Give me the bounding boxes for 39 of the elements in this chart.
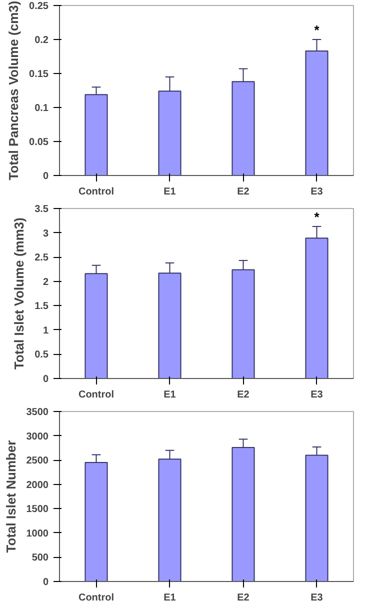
y-tick-label: 2000 (26, 480, 49, 491)
y-tick-label: 0 (42, 577, 49, 588)
y-tick-label: 3.5 (34, 204, 49, 215)
annotation: * (314, 22, 320, 38)
y-tick-label: 0.1 (34, 103, 49, 114)
y-tick-label: 0.05 (29, 137, 49, 148)
y-tick-label: 3 (42, 228, 49, 240)
x-tick-label: E3 (310, 186, 324, 198)
y-axis-title: Total Islet Number (3, 440, 18, 553)
y-tick-label: 0.5 (34, 350, 49, 361)
y-tick-label: 2500 (26, 456, 49, 467)
x-tick-label: E1 (164, 390, 176, 400)
y-tick-label: 0 (42, 374, 49, 385)
y-tick-label: 0 (42, 171, 49, 182)
x-tick-label: Control (78, 186, 114, 198)
y-axis-title: Total Islet Volume (mm3) (12, 218, 27, 370)
y-tick-label: 0.25 (29, 1, 49, 12)
y-tick-label: 1 (42, 325, 49, 336)
x-tick-label: E2 (237, 390, 250, 400)
annotation: * (314, 209, 320, 224)
y-tick-label: 3000 (26, 431, 49, 442)
x-tick-label: E1 (164, 186, 176, 198)
x-tick-label: Control (78, 592, 114, 604)
x-tick-label: E3 (310, 592, 324, 604)
y-tick-label: 0.2 (34, 35, 49, 46)
y-tick-label: 2.5 (34, 252, 49, 264)
y-tick-label: 3500 (26, 407, 49, 418)
x-tick-label: E2 (237, 186, 250, 198)
x-tick-label: E1 (164, 592, 176, 604)
y-tick-label: 1500 (26, 504, 49, 516)
x-tick-label: Control (78, 390, 114, 400)
x-tick-label: E2 (237, 592, 250, 604)
y-axis-title: Total Pancreas Volume (cm3) (6, 0, 22, 180)
y-tick-label: 2 (42, 276, 49, 288)
y-tick-label: 1.5 (34, 301, 49, 312)
y-tick-label: 0.15 (29, 69, 49, 80)
y-tick-label: 1000 (26, 528, 49, 540)
y-tick-label: 500 (32, 552, 49, 564)
x-tick-label: E3 (310, 390, 324, 400)
